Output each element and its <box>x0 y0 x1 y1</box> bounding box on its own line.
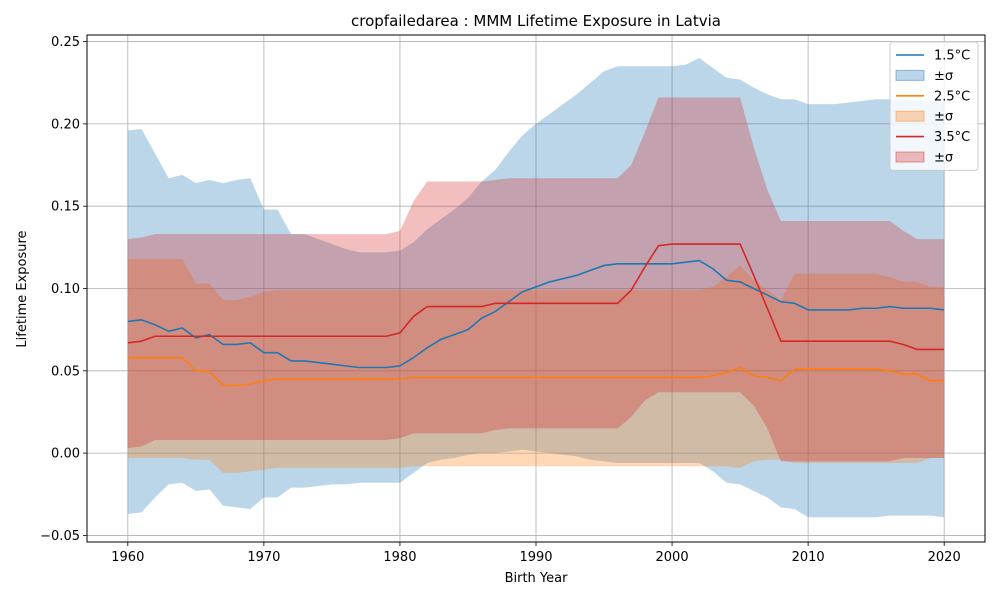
y-tick-label: 0.00 <box>51 447 80 462</box>
x-tick-label: 1970 <box>247 550 280 565</box>
sigma-bands <box>127 58 945 518</box>
chart-title: cropfailedarea : MMM Lifetime Exposure i… <box>351 12 721 30</box>
legend-band-swatch <box>895 110 925 122</box>
y-tick-label: −0.05 <box>40 529 80 544</box>
y-tick-label: 0.10 <box>51 282 80 297</box>
legend-band-swatch <box>895 151 925 163</box>
legend-band-label: ±σ <box>934 69 953 84</box>
mean-line-35C <box>127 243 945 351</box>
axis-ticks: 1960 1970 1980 1990 2000 2010 2020 −0.05 0.00 0.0… <box>40 35 961 565</box>
legend-band-label: ±σ <box>934 151 953 166</box>
legend-label: 1.5°C <box>934 49 970 64</box>
mean-line-25C <box>127 356 945 387</box>
y-tick-label: 0.20 <box>51 117 80 132</box>
x-tick-label: 2000 <box>656 550 689 565</box>
legend-label: 2.5°C <box>934 89 970 104</box>
sigma-band-25C <box>127 258 945 473</box>
y-tick-label: 0.25 <box>51 35 80 50</box>
legend-label: 3.5°C <box>934 130 970 145</box>
y-axis-label: Lifetime Exposure <box>15 230 30 347</box>
grid-lines <box>87 35 985 542</box>
x-tick-label: 2020 <box>928 550 961 565</box>
x-tick-label: 1980 <box>383 550 416 565</box>
x-tick-label: 1990 <box>519 550 552 565</box>
mean-line-15C <box>127 259 945 369</box>
x-tick-label: 1960 <box>111 550 144 565</box>
legend-box <box>889 41 979 171</box>
x-tick-label: 2010 <box>792 550 825 565</box>
legend: 1.5°C ±σ 2.5°C ±σ 3.5°C ±σ <box>889 41 979 171</box>
x-axis-label: Birth Year <box>505 571 569 586</box>
sigma-band-35C <box>127 97 945 462</box>
y-tick-label: 0.05 <box>51 364 80 379</box>
mean-lines <box>127 243 945 387</box>
legend-band-swatch <box>895 69 925 81</box>
legend-band-label: ±σ <box>934 110 953 125</box>
y-tick-label: 0.15 <box>51 200 80 215</box>
